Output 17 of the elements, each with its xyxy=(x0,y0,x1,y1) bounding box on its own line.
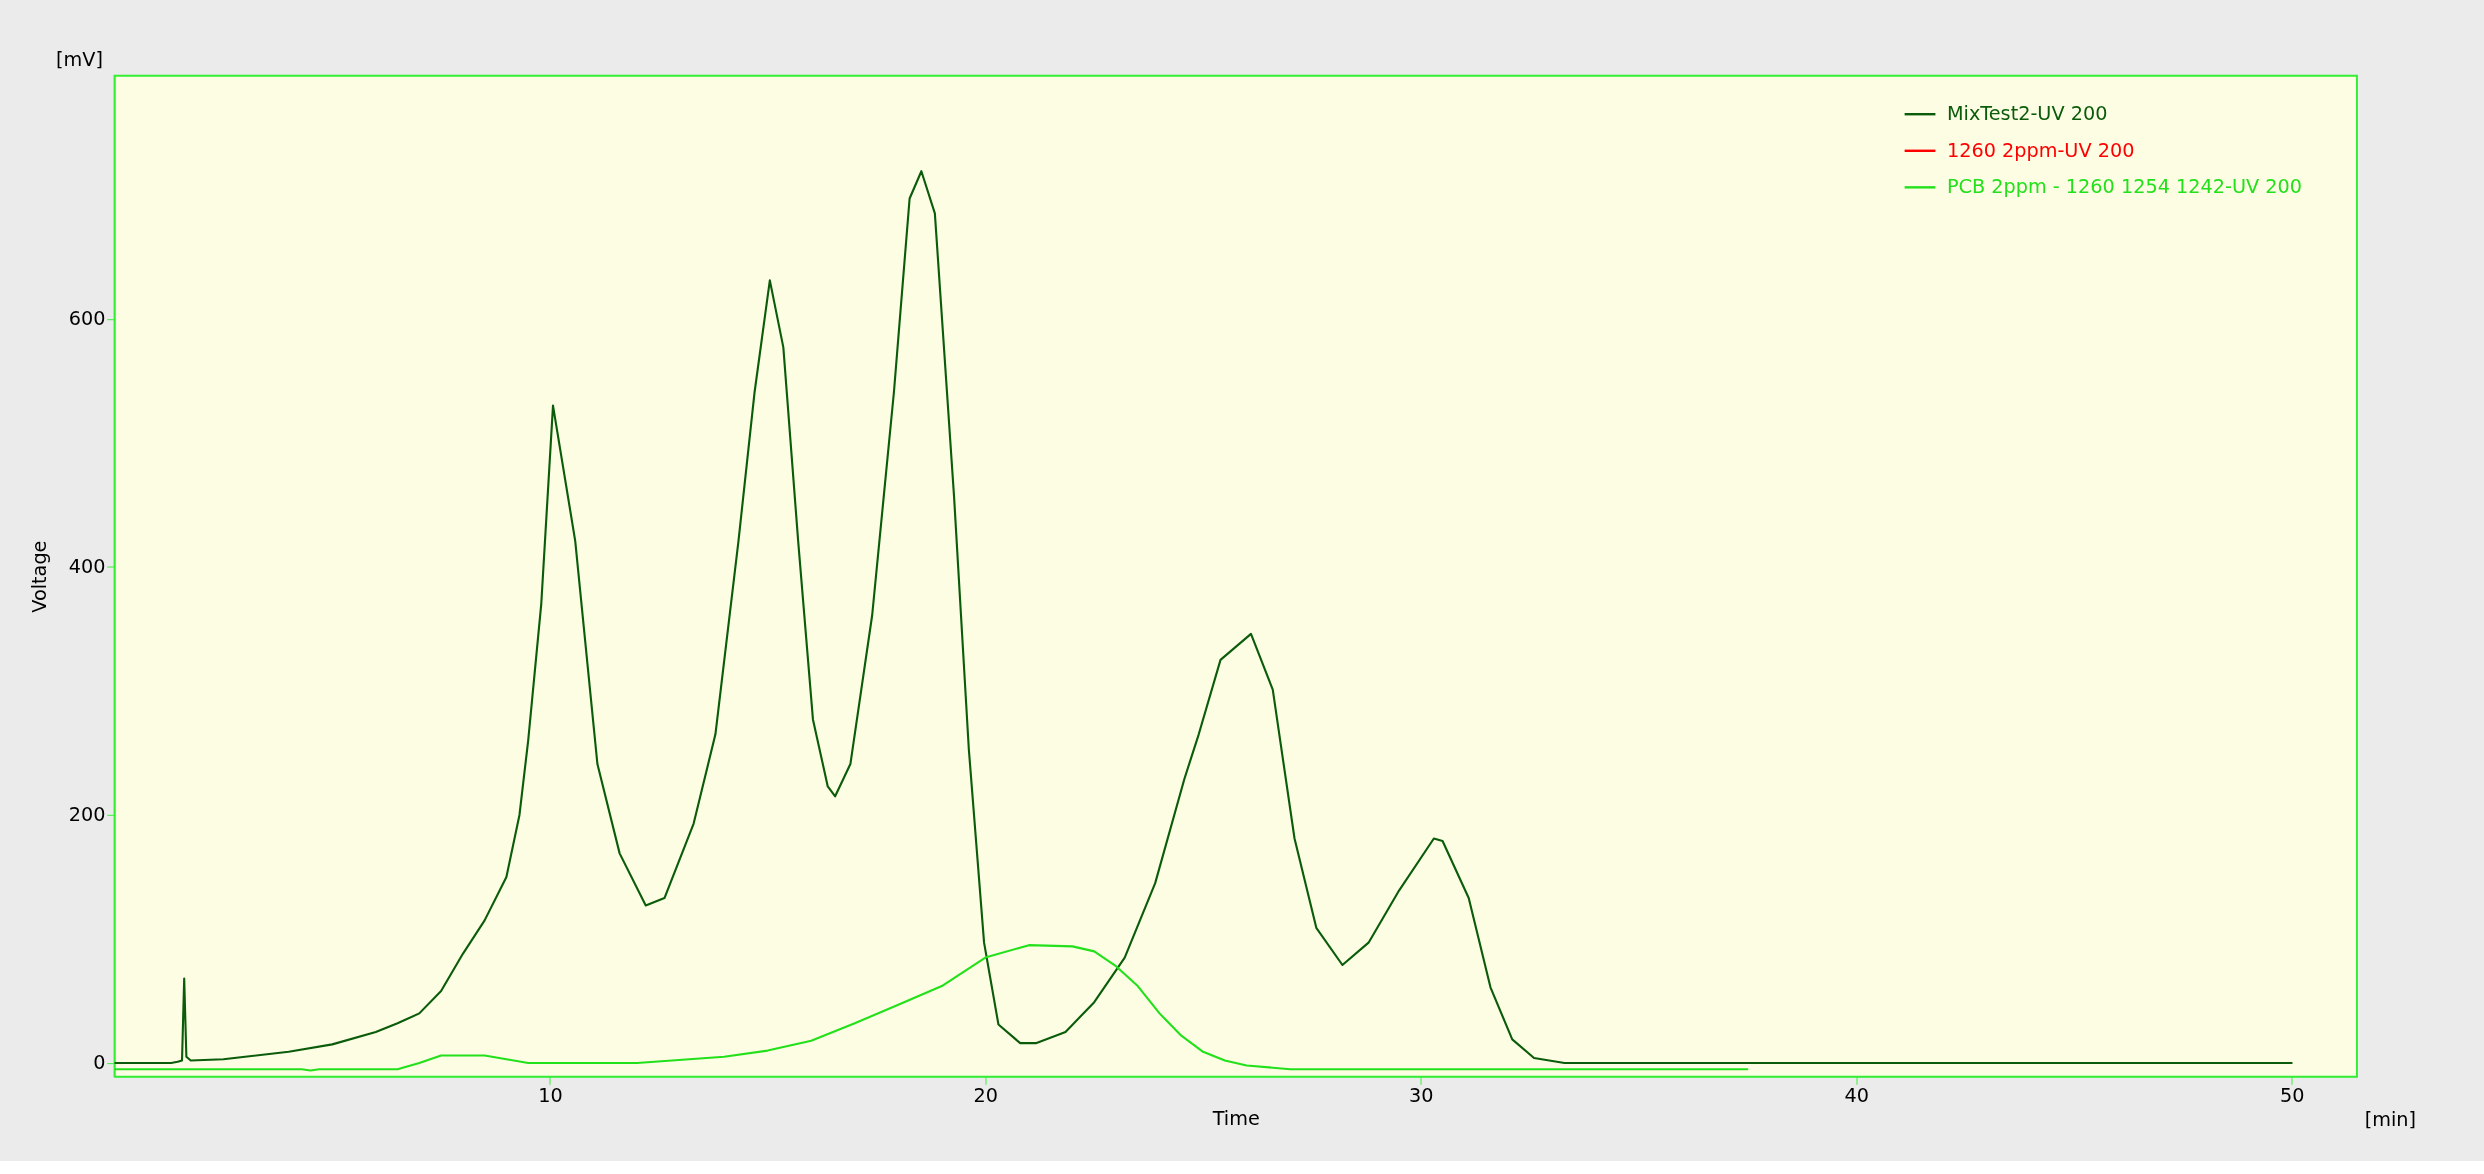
x-tick-label: 40 xyxy=(1844,1084,1869,1108)
y-tick-label: 0 xyxy=(93,1051,106,1075)
y-tick-label: 400 xyxy=(68,555,106,579)
legend-label: 1260 2ppm-UV 200 xyxy=(1946,138,2135,162)
y-tick-label: 600 xyxy=(68,307,106,331)
text: [min] xyxy=(2364,1107,2416,1131)
y-tick-label: 200 xyxy=(68,803,106,827)
y-axis-title: Voltage xyxy=(27,540,51,613)
x-tick-label: 30 xyxy=(1409,1084,1434,1108)
legend-label: MixTest2-UV 200 xyxy=(1946,101,2108,125)
x-tick-label: 10 xyxy=(538,1084,563,1108)
x-tick-label: 20 xyxy=(973,1084,999,1108)
x-tick-label: 50 xyxy=(2279,1084,2305,1108)
line-series xyxy=(114,944,1749,1072)
legend-label: PCB 2ppm - 1260 1254 1242-UV 200 xyxy=(1946,175,2302,199)
text: [mV] xyxy=(56,48,103,72)
x-axis-title: Time xyxy=(1211,1107,1260,1131)
